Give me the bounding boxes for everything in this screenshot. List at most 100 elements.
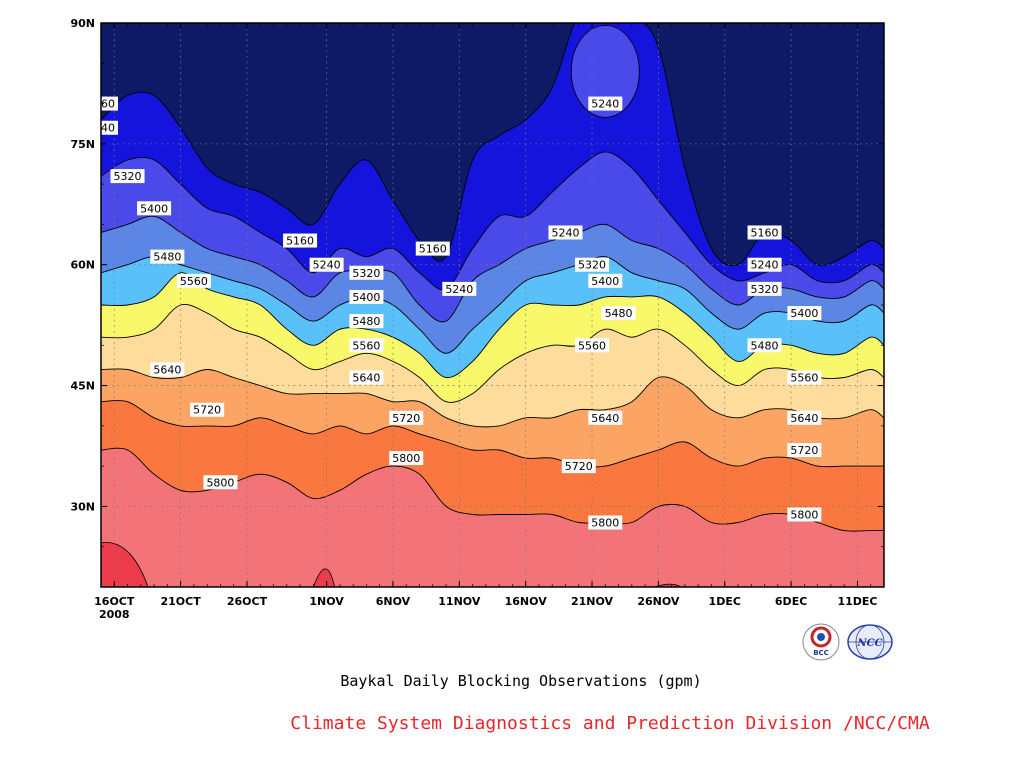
- x-tick-label: 26NOV: [637, 595, 680, 608]
- contour-label: 5240: [87, 120, 118, 135]
- contour-label-text: 5640: [153, 363, 181, 376]
- contour-label-text: 5240: [313, 259, 341, 272]
- contour-label: 5720: [190, 402, 225, 417]
- contour-label: 5400: [588, 273, 623, 288]
- contour-label-bg: [561, 459, 596, 474]
- x-year-label: 2008: [99, 608, 130, 621]
- contour-line-5400: [101, 256, 884, 354]
- contour-label-bg: [442, 281, 477, 296]
- contour-label-text: 5640: [790, 412, 818, 425]
- contour-label-bg: [747, 257, 782, 272]
- contour-label-bg: [137, 201, 172, 216]
- contour-label-bg: [575, 257, 610, 272]
- x-tick-label: 16OCT: [94, 595, 135, 608]
- contour-label-bg: [349, 289, 384, 304]
- contour-label-bg: [787, 370, 822, 385]
- contour-label: 5560: [349, 338, 384, 353]
- contour-label: 5560: [575, 338, 610, 353]
- contour-label: 5320: [575, 257, 610, 272]
- contour-label: 5480: [747, 338, 782, 353]
- contour-label-text: 5160: [87, 98, 115, 111]
- contour-label-bg: [203, 475, 238, 490]
- contour-label-bg: [787, 443, 822, 458]
- contour-label: 5160: [747, 225, 782, 240]
- contour-label-text: 5640: [352, 372, 380, 385]
- contour-label-text: 5160: [419, 243, 447, 256]
- contour-label-text: 5480: [751, 339, 779, 352]
- contour-label-bg: [601, 306, 636, 321]
- contour-label: 5640: [349, 370, 384, 385]
- contour-line-5240: [101, 151, 884, 291]
- contour-label-bg: [747, 225, 782, 240]
- contour-line-5560: [101, 303, 884, 403]
- bcc-logo-text: BCC: [813, 649, 829, 657]
- x-tick-label: 21NOV: [571, 595, 614, 608]
- contour-label-bg: [389, 451, 424, 466]
- contour-label-bg: [349, 338, 384, 353]
- contour-label: 5240: [588, 96, 623, 111]
- band-above-5800: [101, 448, 884, 587]
- ncc-logo: NCC: [847, 624, 893, 660]
- contour-label-bg: [415, 241, 450, 256]
- contour-label: 5800: [203, 475, 238, 490]
- contour-label: 5800: [389, 451, 424, 466]
- contour-label: 5240: [747, 257, 782, 272]
- contour-label-bg: [349, 265, 384, 280]
- contour-label: 5640: [787, 410, 822, 425]
- contour-label-bg: [548, 225, 583, 240]
- contour-label-text: 5240: [591, 98, 619, 111]
- contour-label-text: 5800: [591, 517, 619, 530]
- contour-label-bg: [190, 402, 225, 417]
- contour-label: 5160: [87, 96, 118, 111]
- contour-label-text: 5320: [352, 267, 380, 280]
- contour-label-text: 5720: [790, 444, 818, 457]
- contour-label-text: 5480: [352, 315, 380, 328]
- contour-label-text: 5560: [352, 339, 380, 352]
- chart-subtitle: Baykal Daily Blocking Observations (gpm): [340, 672, 702, 690]
- contour-label: 5400: [349, 289, 384, 304]
- contour-label: 5560: [787, 370, 822, 385]
- contour-label-text: 5240: [751, 259, 779, 272]
- contour-label: 5640: [588, 410, 623, 425]
- contour-label: 5320: [110, 169, 145, 184]
- gridlines: [101, 23, 884, 587]
- contour-label-bg: [150, 362, 185, 377]
- contour-label: 5800: [588, 515, 623, 530]
- contour-label: 5320: [747, 281, 782, 296]
- contour-label-bg: [787, 306, 822, 321]
- y-tick-label: 90N: [70, 17, 95, 30]
- contour-label-bg: [349, 370, 384, 385]
- contour-label: 5240: [442, 281, 477, 296]
- contour-label-text: 5560: [790, 372, 818, 385]
- contour-label: 5480: [349, 314, 384, 329]
- contour-label-text: 5720: [193, 404, 221, 417]
- contour-label-bg: [588, 96, 623, 111]
- contour-label-text: 5720: [392, 412, 420, 425]
- contour-label-bg: [349, 314, 384, 329]
- contour-label-text: 5160: [286, 235, 314, 248]
- contour-label-bg: [101, 120, 118, 135]
- x-tick-label: 26OCT: [227, 595, 268, 608]
- contour-label-text: 5240: [87, 122, 115, 135]
- contour-label-bg: [150, 249, 185, 264]
- contour-label-bg: [588, 273, 623, 288]
- contour-label-text: 5400: [790, 307, 818, 320]
- contour-label-bg: [747, 338, 782, 353]
- contour-label-text: 5400: [591, 275, 619, 288]
- x-tick-label: 1NOV: [309, 595, 344, 608]
- contour-label-bg: [176, 273, 211, 288]
- contour-label-text: 5800: [790, 508, 818, 521]
- x-tick-label: 21OCT: [161, 595, 202, 608]
- contour-label-text: 5640: [591, 412, 619, 425]
- contour-label-bg: [283, 233, 318, 248]
- contour-labels: 5160 5240 5320 5400 5480 5560 5640 5720 5800 5160…: [87, 96, 822, 530]
- x-tick-label: 16NOV: [505, 595, 548, 608]
- contour-label-bg: [309, 257, 344, 272]
- x-tick-label: 6DEC: [775, 595, 807, 608]
- contour-label: 5640: [150, 362, 185, 377]
- contour-chart: 5160 5240 5320 5400 5480 5560 5640 5720 5800 5160…: [70, 17, 885, 621]
- contour-label: 5160: [283, 233, 318, 248]
- contour-line-5720: [101, 400, 884, 468]
- contour-label: 5560: [176, 273, 211, 288]
- contour-label-text: 5800: [392, 452, 420, 465]
